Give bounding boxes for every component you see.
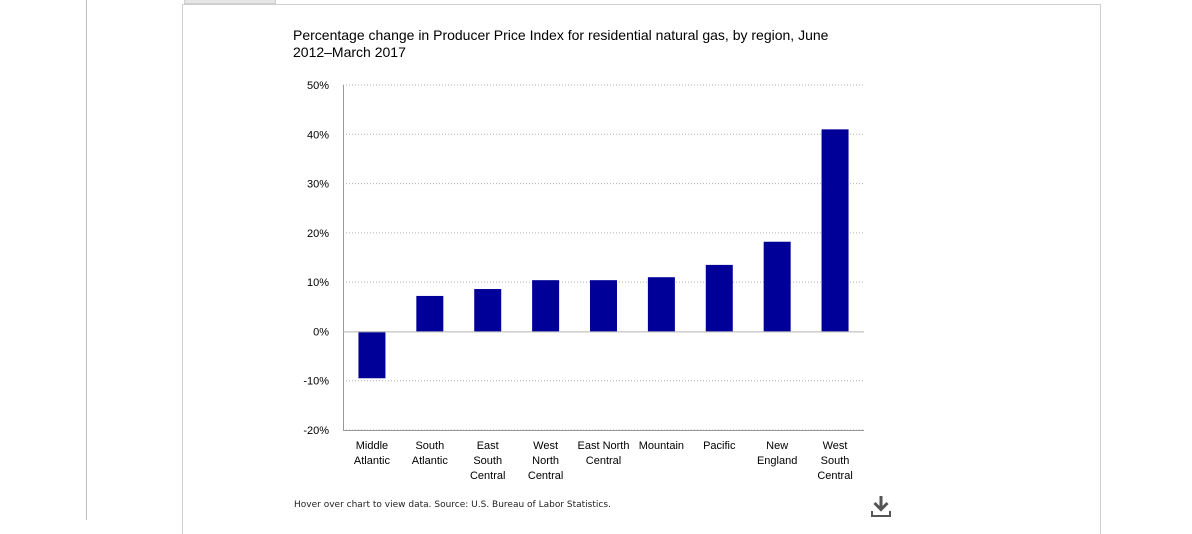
x-tick-label: Mountain (639, 440, 684, 452)
x-tick-label: South (415, 440, 444, 452)
bar[interactable] (474, 289, 502, 332)
bar[interactable] (358, 331, 386, 379)
x-tick-label: South (473, 455, 502, 467)
y-tick-label: -10% (303, 376, 329, 388)
panel-tab[interactable] (184, 0, 276, 4)
x-tick-label: West (823, 440, 848, 452)
x-tick-label: Atlantic (412, 455, 449, 467)
bar[interactable] (532, 280, 560, 332)
y-tick-label: -20% (303, 425, 329, 437)
x-tick-label: East North (578, 440, 630, 452)
x-tick-label: Central (470, 470, 505, 482)
bar[interactable] (416, 295, 444, 332)
y-tick-label: 0% (313, 326, 329, 338)
bar[interactable] (821, 129, 849, 332)
x-tick-label: West (533, 440, 558, 452)
chart-title: Percentage change in Producer Price Inde… (293, 27, 829, 60)
chart-panel (182, 4, 1101, 534)
x-tick-label: New (766, 440, 788, 452)
chart-footnote: Hover over chart to view data. Source: U… (294, 500, 611, 510)
bar[interactable] (763, 241, 791, 332)
x-tick-label: Central (528, 470, 563, 482)
page-border (86, 0, 87, 520)
y-tick-label: 20% (307, 228, 329, 240)
y-tick-label: 30% (307, 179, 329, 191)
x-tick-label: England (757, 455, 797, 467)
y-tick-label: 10% (307, 277, 329, 289)
x-tick-label: Middle (356, 440, 388, 452)
x-tick-label: East (477, 440, 499, 452)
y-tick-label: 50% (307, 80, 329, 92)
x-tick-label: Central (817, 470, 852, 482)
x-tick-label: South (821, 455, 850, 467)
bar[interactable] (590, 280, 617, 332)
bar[interactable] (705, 264, 733, 332)
x-tick-label: North (532, 455, 559, 467)
y-tick-label: 40% (307, 129, 329, 141)
bar[interactable] (647, 277, 675, 332)
x-tick-label: Pacific (703, 440, 736, 452)
x-tick-label: Central (586, 455, 621, 467)
download-icon[interactable] (870, 494, 892, 518)
x-tick-label: Atlantic (354, 455, 391, 467)
bar-chart[interactable]: -20% -10% 0% 10% 20% 30% 40% 50% Middle Atlantic S… (0, 0, 1192, 520)
